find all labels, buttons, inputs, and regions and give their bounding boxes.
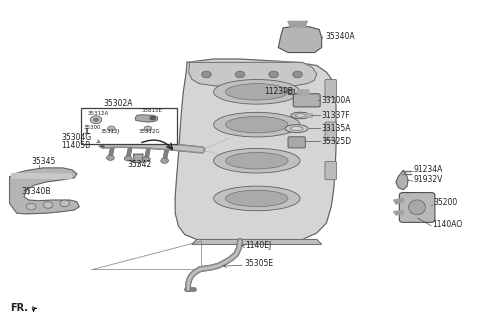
Text: 91234A: 91234A: [414, 165, 443, 174]
Polygon shape: [306, 113, 312, 117]
FancyBboxPatch shape: [399, 193, 435, 222]
Polygon shape: [189, 62, 317, 87]
Text: 33815E: 33815E: [142, 108, 162, 113]
Ellipse shape: [214, 112, 300, 137]
Polygon shape: [192, 239, 322, 244]
Ellipse shape: [226, 84, 288, 100]
Polygon shape: [278, 26, 322, 52]
Polygon shape: [133, 154, 143, 162]
Text: 35305E: 35305E: [245, 259, 274, 268]
Ellipse shape: [226, 190, 288, 207]
Bar: [81, 108, 177, 144]
Circle shape: [150, 116, 156, 120]
Text: 35300: 35300: [84, 125, 101, 130]
Polygon shape: [175, 59, 336, 244]
Text: 35200: 35200: [433, 198, 457, 207]
Text: 35312A: 35312A: [87, 112, 108, 116]
Text: FR.: FR.: [11, 303, 29, 313]
Polygon shape: [288, 21, 307, 27]
Circle shape: [161, 158, 168, 163]
Circle shape: [90, 116, 102, 124]
Polygon shape: [396, 171, 408, 190]
FancyBboxPatch shape: [325, 122, 336, 140]
Ellipse shape: [291, 112, 310, 119]
Text: 35340A: 35340A: [325, 32, 355, 41]
Ellipse shape: [285, 125, 308, 133]
Circle shape: [235, 71, 245, 78]
Text: 35342: 35342: [127, 160, 152, 169]
Text: 11405B: 11405B: [61, 141, 91, 150]
Text: 35302A: 35302A: [103, 99, 132, 108]
Ellipse shape: [290, 127, 303, 131]
Text: 33100A: 33100A: [322, 96, 351, 105]
Text: 31337F: 31337F: [322, 111, 350, 120]
Circle shape: [144, 126, 152, 131]
Circle shape: [143, 157, 150, 162]
Circle shape: [269, 71, 278, 78]
Ellipse shape: [409, 200, 425, 215]
Circle shape: [26, 203, 36, 210]
Text: 33135A: 33135A: [322, 124, 351, 133]
Text: 35345: 35345: [31, 157, 56, 166]
Text: 1140AO: 1140AO: [432, 220, 462, 229]
Ellipse shape: [214, 186, 300, 211]
FancyBboxPatch shape: [325, 79, 336, 98]
Ellipse shape: [295, 114, 306, 117]
FancyBboxPatch shape: [325, 161, 336, 180]
Polygon shape: [394, 198, 403, 204]
Circle shape: [94, 118, 98, 121]
Circle shape: [124, 156, 132, 161]
Circle shape: [293, 71, 302, 78]
Text: 1123PB: 1123PB: [264, 87, 293, 96]
Text: 35340B: 35340B: [22, 187, 51, 195]
Ellipse shape: [214, 148, 300, 173]
Polygon shape: [130, 159, 134, 161]
Ellipse shape: [226, 153, 288, 169]
Polygon shape: [135, 115, 157, 122]
Circle shape: [202, 71, 211, 78]
Polygon shape: [288, 89, 294, 94]
Polygon shape: [11, 173, 72, 179]
Circle shape: [60, 200, 70, 207]
Polygon shape: [298, 90, 310, 95]
Text: 35312G: 35312G: [138, 129, 160, 134]
Polygon shape: [10, 168, 79, 214]
FancyBboxPatch shape: [288, 137, 305, 148]
Circle shape: [43, 202, 53, 208]
FancyBboxPatch shape: [293, 94, 320, 107]
Text: 1140EJ: 1140EJ: [245, 241, 271, 250]
Text: 35312J: 35312J: [101, 129, 120, 134]
Circle shape: [107, 155, 114, 160]
Text: 35304G: 35304G: [61, 133, 92, 142]
Ellipse shape: [214, 79, 300, 104]
Text: 91932V: 91932V: [414, 175, 443, 184]
Polygon shape: [394, 211, 403, 215]
Text: 35325D: 35325D: [322, 136, 352, 146]
Ellipse shape: [226, 116, 288, 133]
Circle shape: [108, 126, 115, 131]
